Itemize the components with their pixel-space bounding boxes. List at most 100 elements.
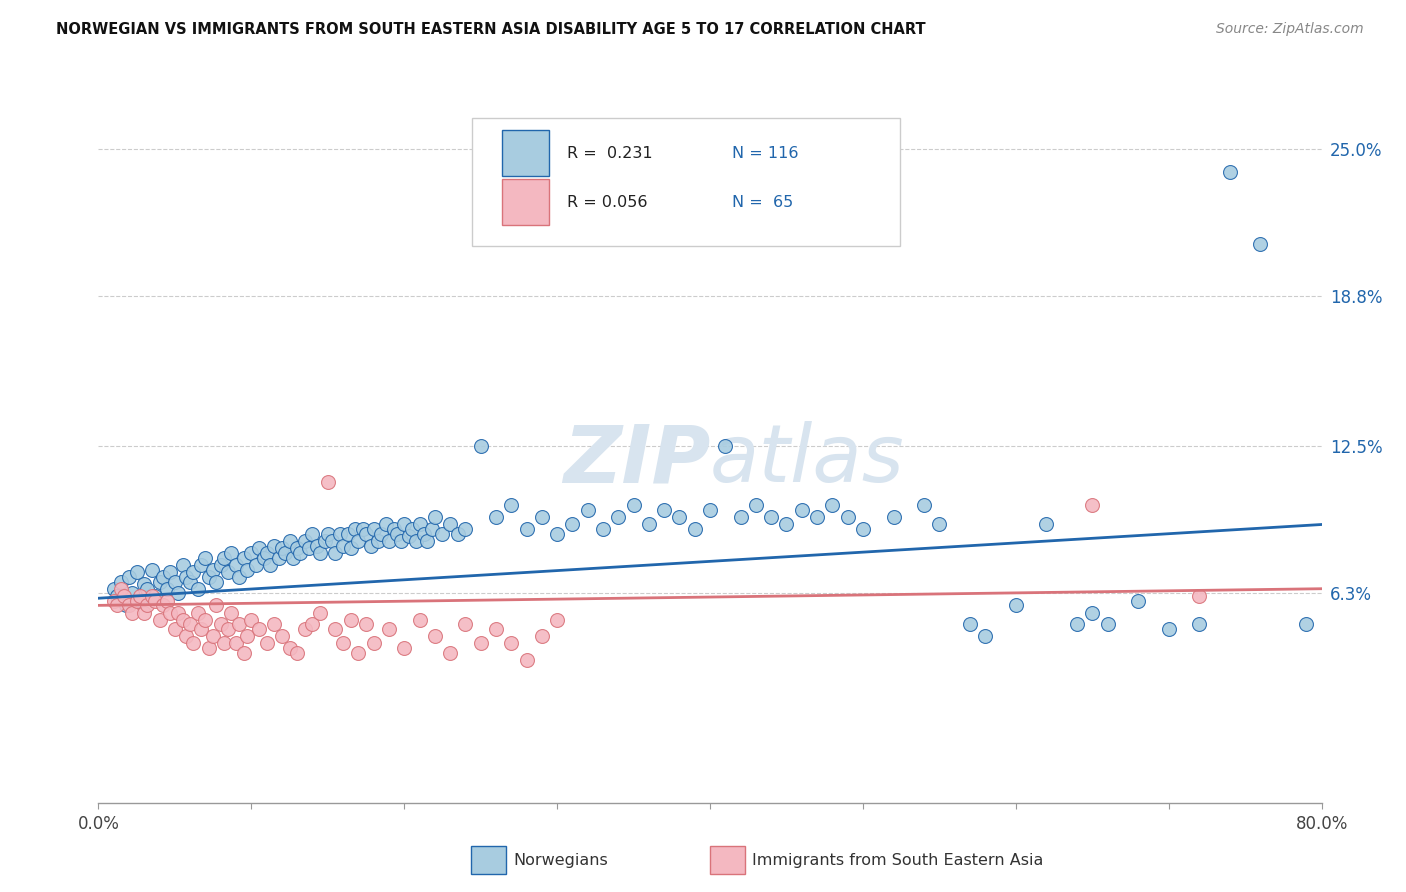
Point [344,522,367,536]
Point [294,622,316,636]
Point [405,534,427,549]
Point [389,534,412,549]
Point [385,527,408,541]
Point [228,570,250,584]
Point [1295,617,1317,632]
Point [267,550,290,565]
Point [928,517,950,532]
Point [285,646,308,660]
Point [332,636,354,650]
Point [516,522,538,536]
Point [530,629,553,643]
Point [232,646,254,660]
Point [420,522,443,536]
Point [232,550,254,565]
Point [439,646,461,660]
Point [454,522,477,536]
Point [683,522,706,536]
Text: Source: ZipAtlas.com: Source: ZipAtlas.com [1216,22,1364,37]
Point [637,517,661,532]
Point [285,541,308,556]
Text: Immigrants from South Eastern Asia: Immigrants from South Eastern Asia [752,854,1043,868]
Point [439,517,461,532]
Point [118,599,141,613]
Point [1157,622,1180,636]
Point [1188,617,1211,632]
Point [347,534,370,549]
Point [152,599,174,613]
Point [256,636,278,650]
Point [105,599,128,613]
Point [314,534,336,549]
Point [202,629,225,643]
Point [360,539,382,553]
Point [447,527,470,541]
Point [714,439,737,453]
Point [194,613,217,627]
Point [217,565,239,579]
Point [1004,599,1026,613]
Point [163,574,186,589]
Point [339,613,361,627]
Point [378,622,401,636]
Point [432,527,454,541]
Point [205,574,228,589]
Point [309,546,332,560]
Point [959,617,981,632]
Point [209,558,232,572]
Point [912,499,935,513]
Point [485,622,508,636]
Point [347,646,370,660]
Point [1035,517,1057,532]
Point [212,550,235,565]
Point [181,636,204,650]
Point [298,541,321,556]
Point [378,534,401,549]
Point [974,629,997,643]
Point [205,599,228,613]
Point [370,527,392,541]
Point [156,593,179,607]
Point [179,574,201,589]
Point [167,586,190,600]
Point [401,522,423,536]
Point [159,606,181,620]
Point [217,622,239,636]
Point [197,641,219,656]
Point [121,586,143,600]
Point [398,529,420,543]
Point [775,517,797,532]
Point [263,617,285,632]
Text: ZIP: ZIP [562,421,710,500]
Point [730,510,752,524]
Point [187,606,209,620]
Point [745,499,768,513]
Point [212,636,235,650]
Point [174,570,197,584]
Text: N =  65: N = 65 [733,194,793,210]
Point [1249,236,1271,251]
Point [240,613,263,627]
Point [806,510,828,524]
Point [561,517,583,532]
Point [112,589,135,603]
Point [209,617,232,632]
Point [790,503,813,517]
Point [294,534,316,549]
Point [270,629,292,643]
Point [321,534,343,549]
Point [256,546,278,560]
Point [128,589,150,603]
Point [105,589,128,603]
Point [408,613,430,627]
Point [837,510,859,524]
Point [202,563,225,577]
Text: N = 116: N = 116 [733,145,799,161]
Point [307,539,329,553]
Point [152,570,174,584]
Point [883,510,905,524]
Point [194,550,217,565]
Point [247,541,270,556]
Text: atlas: atlas [710,421,905,500]
Point [1081,499,1104,513]
